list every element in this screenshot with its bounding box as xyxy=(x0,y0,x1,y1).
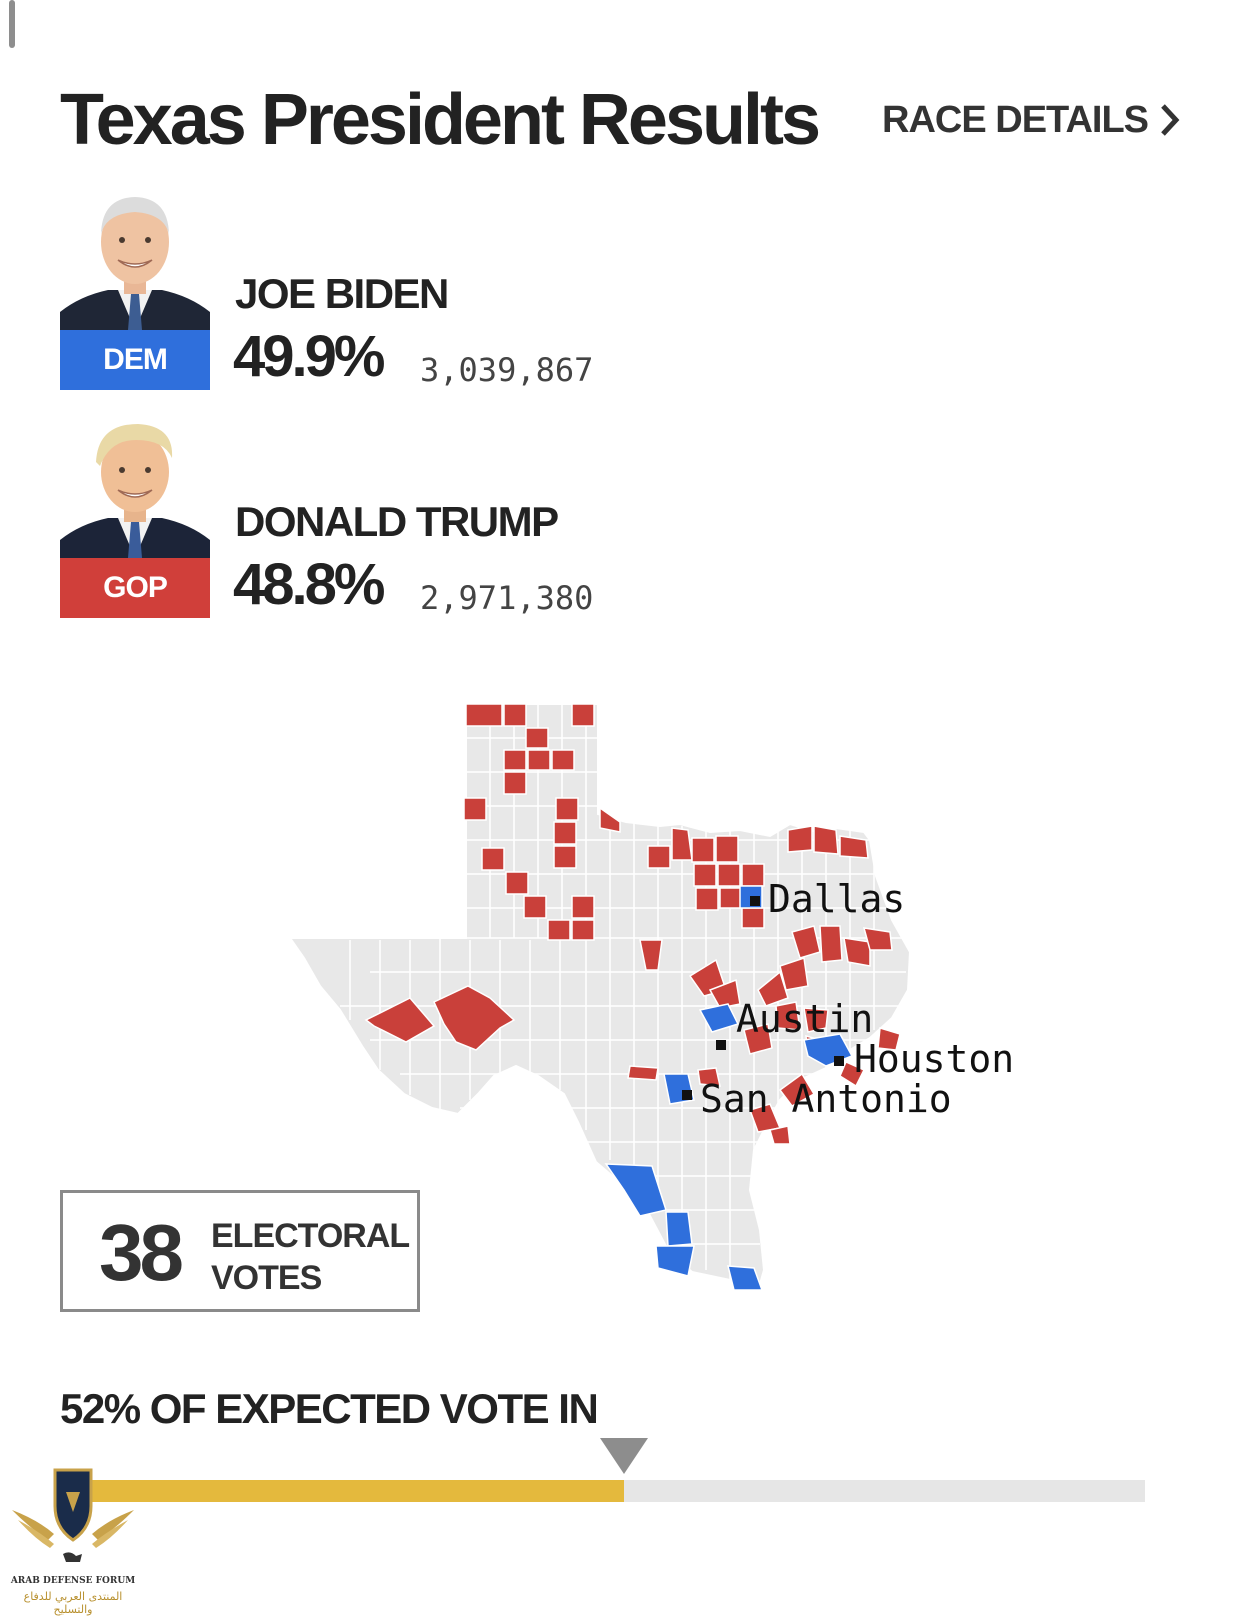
expected-vote-progress-bar xyxy=(60,1480,1145,1502)
city-marker-san-antonio xyxy=(682,1090,692,1100)
candidate-photo-biden: DEM xyxy=(60,190,210,390)
candidate-votes: 3,039,867 xyxy=(420,351,594,389)
scroll-indicator[interactable] xyxy=(9,0,15,48)
race-details-link[interactable]: RACE DETAILS xyxy=(882,97,1180,143)
city-marker-dallas xyxy=(750,896,760,906)
watermark-text-en: ARAB DEFENSE FORUM xyxy=(10,1576,136,1586)
avatar xyxy=(60,418,210,558)
party-badge-dem: DEM xyxy=(60,330,210,390)
race-details-label: RACE DETAILS xyxy=(882,98,1149,141)
watermark-text-ar: المنتدى العربي للدفاع والتسليح xyxy=(23,1590,123,1616)
candidate-votes: 2,971,380 xyxy=(420,579,594,617)
expected-vote-progress-fill xyxy=(60,1480,625,1502)
city-marker-houston xyxy=(834,1056,844,1066)
candidate-photo-trump: GOP xyxy=(60,418,210,618)
electoral-label-line2: VOTES xyxy=(211,1259,322,1297)
expected-vote-marker-icon xyxy=(600,1438,649,1474)
candidate-percent: 48.8% xyxy=(233,552,385,617)
electoral-votes-count: 38 xyxy=(99,1208,184,1297)
city-marker-austin xyxy=(716,1040,726,1050)
expected-vote-label: 52% OF EXPECTED VOTE IN xyxy=(60,1385,599,1432)
city-label-dallas: Dallas xyxy=(768,877,905,921)
avatar xyxy=(60,190,210,330)
candidate-name: JOE BIDEN xyxy=(235,270,449,317)
candidate-name: DONALD TRUMP xyxy=(235,498,559,545)
shield-wings-icon xyxy=(12,1468,134,1566)
electoral-votes-label: ELECTORAL VOTES xyxy=(211,1215,411,1299)
page-title: Texas President Results xyxy=(60,80,821,160)
header: Texas President Results RACE DETAILS xyxy=(60,75,1180,165)
electoral-votes-box: 38 ELECTORAL VOTES xyxy=(60,1190,420,1312)
city-label-houston: Houston xyxy=(854,1037,1014,1081)
candidate-row-trump: GOP DONALD TRUMP 48.8% 2,971,380 xyxy=(60,418,700,618)
candidate-percent: 49.9% xyxy=(233,324,385,389)
city-markers xyxy=(682,896,844,1100)
republican-counties xyxy=(364,703,901,1145)
texas-outline xyxy=(288,703,912,1286)
electoral-label-line1: ELECTORAL xyxy=(211,1217,410,1255)
candidate-row-biden: DEM JOE BIDEN 49.9% 3,039,867 xyxy=(60,190,700,390)
city-label-austin: Austin xyxy=(736,997,873,1041)
party-badge-gop: GOP xyxy=(60,558,210,618)
texas-county-map[interactable]: Dallas Austin Houston San Antonio xyxy=(280,690,1060,1310)
city-label-san-antonio: San Antonio xyxy=(700,1077,952,1121)
watermark-logo: ARAB DEFENSE FORUM المنتدى العربي للدفاع… xyxy=(8,1462,138,1616)
chevron-right-icon xyxy=(1161,104,1180,136)
